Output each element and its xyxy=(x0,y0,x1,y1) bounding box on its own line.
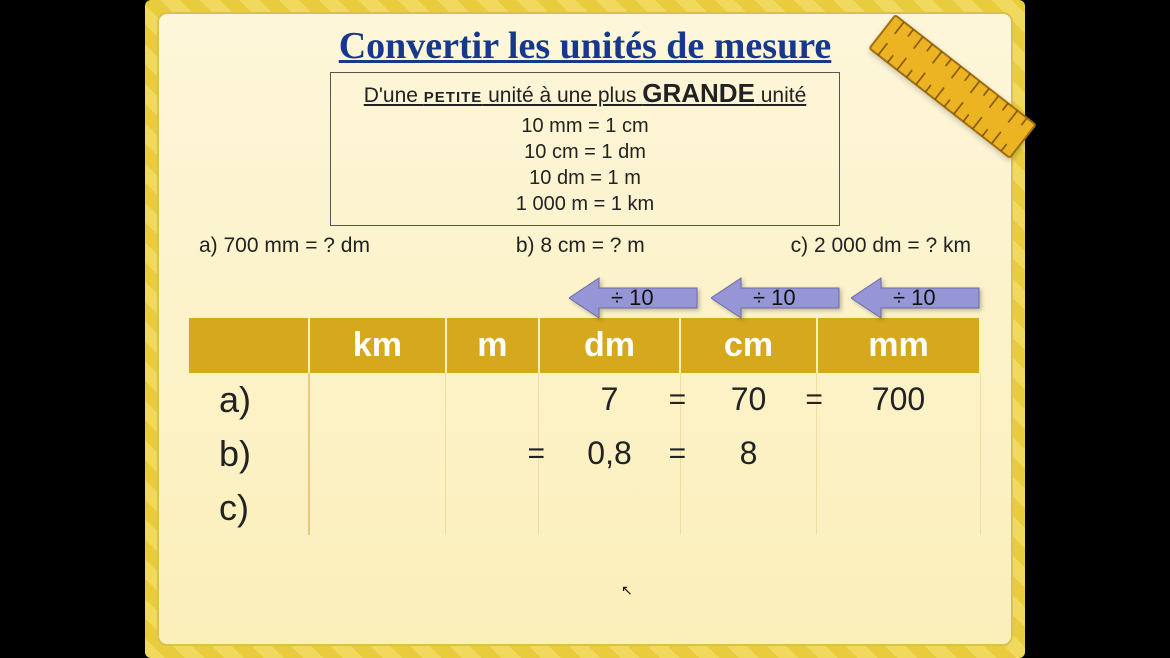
rule-line: 10 cm = 1 dm xyxy=(341,139,829,165)
unit-conversion-table: km m dm cm mm a) 7 =70 =700 b) xyxy=(189,318,981,535)
col-dm: dm xyxy=(539,318,680,373)
rule-head-small: PETITE xyxy=(424,89,483,106)
conversion-rule-box: D'une PETITE unité à une plus GRANDE uni… xyxy=(330,72,840,226)
eq-sign: = xyxy=(669,383,687,417)
row-label: c) xyxy=(189,481,309,535)
table-row: b) =0,8 =8 xyxy=(189,427,980,481)
row-label: a) xyxy=(189,373,309,427)
cell-cm: =70 xyxy=(680,373,817,427)
cell-mm xyxy=(817,427,980,481)
cell-km xyxy=(309,427,446,481)
cell-m xyxy=(446,373,539,427)
cell-dm: =0,8 xyxy=(539,427,680,481)
rule-line: 10 mm = 1 cm xyxy=(341,113,829,139)
table-row: a) 7 =70 =700 xyxy=(189,373,980,427)
eq-sign: = xyxy=(527,437,545,471)
question-a: a) 700 mm = ? dm xyxy=(199,234,370,258)
arrow-label: ÷ 10 xyxy=(753,285,796,311)
cell-value: 7 xyxy=(601,381,619,417)
col-blank xyxy=(189,318,309,373)
cell-cm xyxy=(680,481,817,535)
cell-km xyxy=(309,481,446,535)
cursor-icon: ↖ xyxy=(621,582,633,599)
divide-arrow-2: ÷ 10 xyxy=(711,276,841,320)
cell-mm xyxy=(817,481,980,535)
rule-head-pre: D'une xyxy=(364,84,424,107)
table-header-row: km m dm cm mm xyxy=(189,318,980,373)
divide-arrow-3: ÷ 10 xyxy=(851,276,981,320)
arrow-label: ÷ 10 xyxy=(611,285,654,311)
cell-km xyxy=(309,373,446,427)
cell-value: 8 xyxy=(740,435,758,471)
cell-value: 70 xyxy=(731,381,767,417)
rule-line: 1 000 m = 1 km xyxy=(341,191,829,217)
cell-mm: =700 xyxy=(817,373,980,427)
col-cm: cm xyxy=(680,318,817,373)
arrows-row: ÷ 10 ÷ 10 ÷ 10 xyxy=(189,276,981,320)
cell-dm: 7 xyxy=(539,373,680,427)
col-m: m xyxy=(446,318,539,373)
slide-body: Convertir les unités de mesure D'une PET… xyxy=(157,12,1013,646)
cell-cm: =8 xyxy=(680,427,817,481)
cell-dm xyxy=(539,481,680,535)
question-b: b) 8 cm = ? m xyxy=(516,234,645,258)
rule-box-heading: D'une PETITE unité à une plus GRANDE uni… xyxy=(341,77,829,111)
cell-m xyxy=(446,481,539,535)
cell-value: 700 xyxy=(872,381,925,417)
question-c: c) 2 000 dm = ? km xyxy=(791,234,971,258)
rule-line: 10 dm = 1 m xyxy=(341,165,829,191)
questions-row: a) 700 mm = ? dm b) 8 cm = ? m c) 2 000 … xyxy=(199,234,971,258)
col-km: km xyxy=(309,318,446,373)
rule-head-mid: unité à une plus xyxy=(482,84,642,107)
rule-head-large: GRANDE xyxy=(642,78,755,108)
slide-frame: Convertir les unités de mesure D'une PET… xyxy=(145,0,1025,658)
eq-sign: = xyxy=(669,437,687,471)
cell-value: 0,8 xyxy=(587,435,631,471)
divide-arrow-1: ÷ 10 xyxy=(569,276,699,320)
page-title: Convertir les unités de mesure xyxy=(189,24,981,68)
cell-m xyxy=(446,427,539,481)
arrow-label: ÷ 10 xyxy=(893,285,936,311)
col-mm: mm xyxy=(817,318,980,373)
rule-head-post: unité xyxy=(755,84,806,107)
eq-sign: = xyxy=(805,383,823,417)
table-row: c) xyxy=(189,481,980,535)
row-label: b) xyxy=(189,427,309,481)
